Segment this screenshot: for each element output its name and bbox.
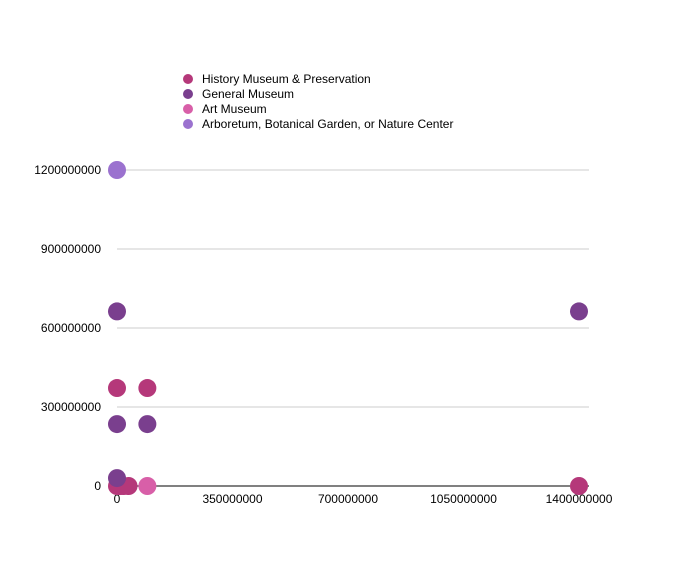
legend-marker bbox=[183, 89, 193, 99]
data-point bbox=[108, 302, 126, 321]
legend-marker bbox=[183, 104, 193, 114]
data-point bbox=[570, 302, 588, 321]
data-point bbox=[108, 469, 126, 488]
x-tick-label: 700000000 bbox=[318, 492, 378, 506]
grid bbox=[117, 169, 589, 408]
x-tick-label: 0 bbox=[114, 492, 121, 506]
y-tick-label: 600000000 bbox=[41, 321, 101, 335]
legend-marker bbox=[183, 119, 193, 129]
legend-marker bbox=[183, 74, 193, 84]
data-points bbox=[108, 161, 588, 495]
legend-label: General Museum bbox=[202, 87, 294, 101]
legend-label: History Museum & Preservation bbox=[202, 72, 371, 86]
x-tick-label: 350000000 bbox=[202, 492, 262, 506]
y-tick-label: 300000000 bbox=[41, 400, 101, 414]
axes: 0 300000000 600000000 900000000 1200000000 0 3… bbox=[34, 163, 612, 506]
x-tick-label: 1050000000 bbox=[430, 492, 497, 506]
y-tick-label: 900000000 bbox=[41, 242, 101, 256]
x-tick-label: 1400000000 bbox=[546, 492, 613, 506]
data-point bbox=[138, 477, 157, 495]
data-point bbox=[138, 379, 157, 398]
data-point bbox=[108, 379, 126, 398]
data-point bbox=[108, 161, 126, 179]
data-point bbox=[108, 415, 126, 434]
legend-label: Art Museum bbox=[202, 102, 267, 116]
y-tick-label: 1200000000 bbox=[34, 163, 101, 177]
y-tick-label: 0 bbox=[94, 479, 101, 493]
legend-label: Arboretum, Botanical Garden, or Nature C… bbox=[202, 117, 453, 131]
data-point bbox=[138, 415, 157, 434]
data-point bbox=[570, 477, 588, 495]
